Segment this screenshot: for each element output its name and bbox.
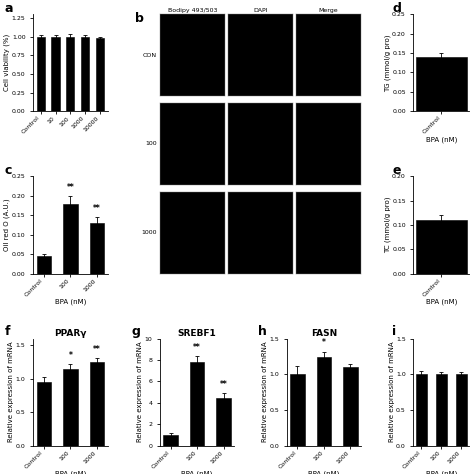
Y-axis label: Cell viability (%): Cell viability (%) (4, 34, 10, 91)
Text: **: ** (93, 345, 101, 354)
Y-axis label: Relative expression of mRNA: Relative expression of mRNA (389, 342, 395, 443)
Title: FASN: FASN (311, 329, 337, 338)
Text: e: e (392, 164, 401, 177)
Title: SREBF1: SREBF1 (178, 329, 217, 338)
Bar (52, 36, 60, 111)
Text: **: ** (93, 204, 101, 213)
Y-axis label: Oil red O (A.U.): Oil red O (A.U.) (4, 199, 10, 251)
Bar (436, 374, 447, 446)
Bar (416, 57, 467, 111)
X-axis label: BPA (nM): BPA (nM) (55, 299, 86, 305)
Text: **: ** (66, 183, 74, 192)
Text: b: b (135, 12, 144, 25)
Text: h: h (258, 325, 267, 338)
Text: a: a (5, 1, 13, 15)
Text: **: ** (193, 343, 201, 352)
Bar (416, 220, 467, 273)
Y-axis label: Relative expression of mRNA: Relative expression of mRNA (137, 342, 143, 443)
Bar (190, 362, 204, 446)
Bar (96, 38, 104, 111)
Title: Merge: Merge (319, 8, 338, 13)
Text: *: * (322, 338, 326, 347)
Text: f: f (5, 325, 10, 338)
Bar (456, 374, 467, 446)
X-axis label: BPA (nM): BPA (nM) (426, 471, 457, 474)
Text: **: ** (220, 380, 228, 389)
Bar (164, 435, 178, 446)
Bar (317, 356, 331, 446)
Bar (36, 36, 45, 111)
Title: Bodipy 493/503: Bodipy 493/503 (168, 8, 217, 13)
Text: c: c (5, 164, 12, 177)
X-axis label: BPA (nM): BPA (nM) (55, 471, 86, 474)
Text: i: i (392, 325, 396, 338)
Bar (90, 223, 104, 273)
Bar (66, 36, 74, 111)
Y-axis label: Relative expression of mRNA: Relative expression of mRNA (9, 342, 14, 443)
Bar (63, 204, 78, 273)
Text: BPA (nM): BPA (nM) (271, 143, 275, 170)
X-axis label: BPA (nM): BPA (nM) (426, 299, 457, 305)
Bar (81, 36, 90, 111)
Title: PPARγ: PPARγ (54, 329, 87, 338)
Y-axis label: TG (mmol/g pro): TG (mmol/g pro) (384, 34, 391, 91)
Bar (90, 362, 104, 446)
Bar (217, 398, 231, 446)
Y-axis label: 100: 100 (146, 141, 157, 146)
Bar (416, 374, 427, 446)
Y-axis label: Relative expression of mRNA: Relative expression of mRNA (262, 342, 268, 443)
Text: *: * (68, 351, 73, 360)
Y-axis label: 1000: 1000 (142, 230, 157, 235)
Bar (290, 374, 305, 446)
Bar (36, 382, 51, 446)
X-axis label: BPA (nM): BPA (nM) (308, 471, 339, 474)
Y-axis label: TC (mmol/g pro): TC (mmol/g pro) (384, 197, 391, 253)
Text: d: d (392, 1, 401, 15)
X-axis label: BPA (nM): BPA (nM) (426, 137, 457, 143)
X-axis label: BPA (nM): BPA (nM) (182, 471, 213, 474)
Bar (343, 367, 358, 446)
Title: DAPI: DAPI (253, 8, 268, 13)
Y-axis label: CON: CON (143, 53, 157, 58)
Bar (63, 369, 78, 446)
Bar (36, 256, 51, 273)
Text: g: g (132, 325, 140, 338)
